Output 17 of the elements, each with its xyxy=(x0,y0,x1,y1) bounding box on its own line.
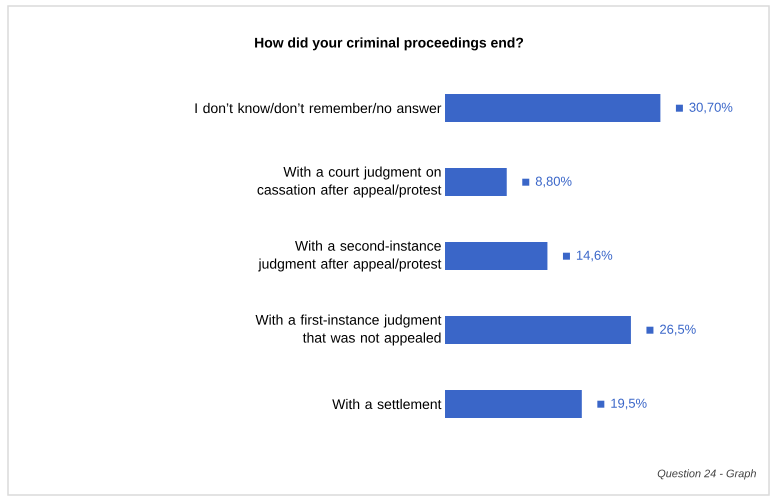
data-label: 30,70% xyxy=(689,102,732,114)
y-tick-label: I don’t know/don’t remember/no answer xyxy=(195,102,442,114)
y-tick-label: With a settlement xyxy=(332,398,442,410)
text: Question 24 - Graph xyxy=(658,469,756,480)
bar xyxy=(445,390,582,418)
bar xyxy=(445,316,631,344)
bar xyxy=(445,242,548,270)
bar xyxy=(445,168,507,196)
y-tick-label: With a first-instance judgment that was not appealed xyxy=(256,314,442,346)
data-label: 26,5% xyxy=(660,324,696,336)
data-label: 19,5% xyxy=(611,398,647,410)
y-tick-label: With a second-instance judgment after appeal/protest xyxy=(258,240,442,272)
data-label: 8,80% xyxy=(536,176,572,188)
data-label: 14,6% xyxy=(576,250,612,262)
bar xyxy=(445,94,660,122)
y-tick-label: With a court judgment on cassation after appeal/protest xyxy=(258,166,442,198)
chart-title: How did your criminal proceedings end? xyxy=(255,37,524,50)
